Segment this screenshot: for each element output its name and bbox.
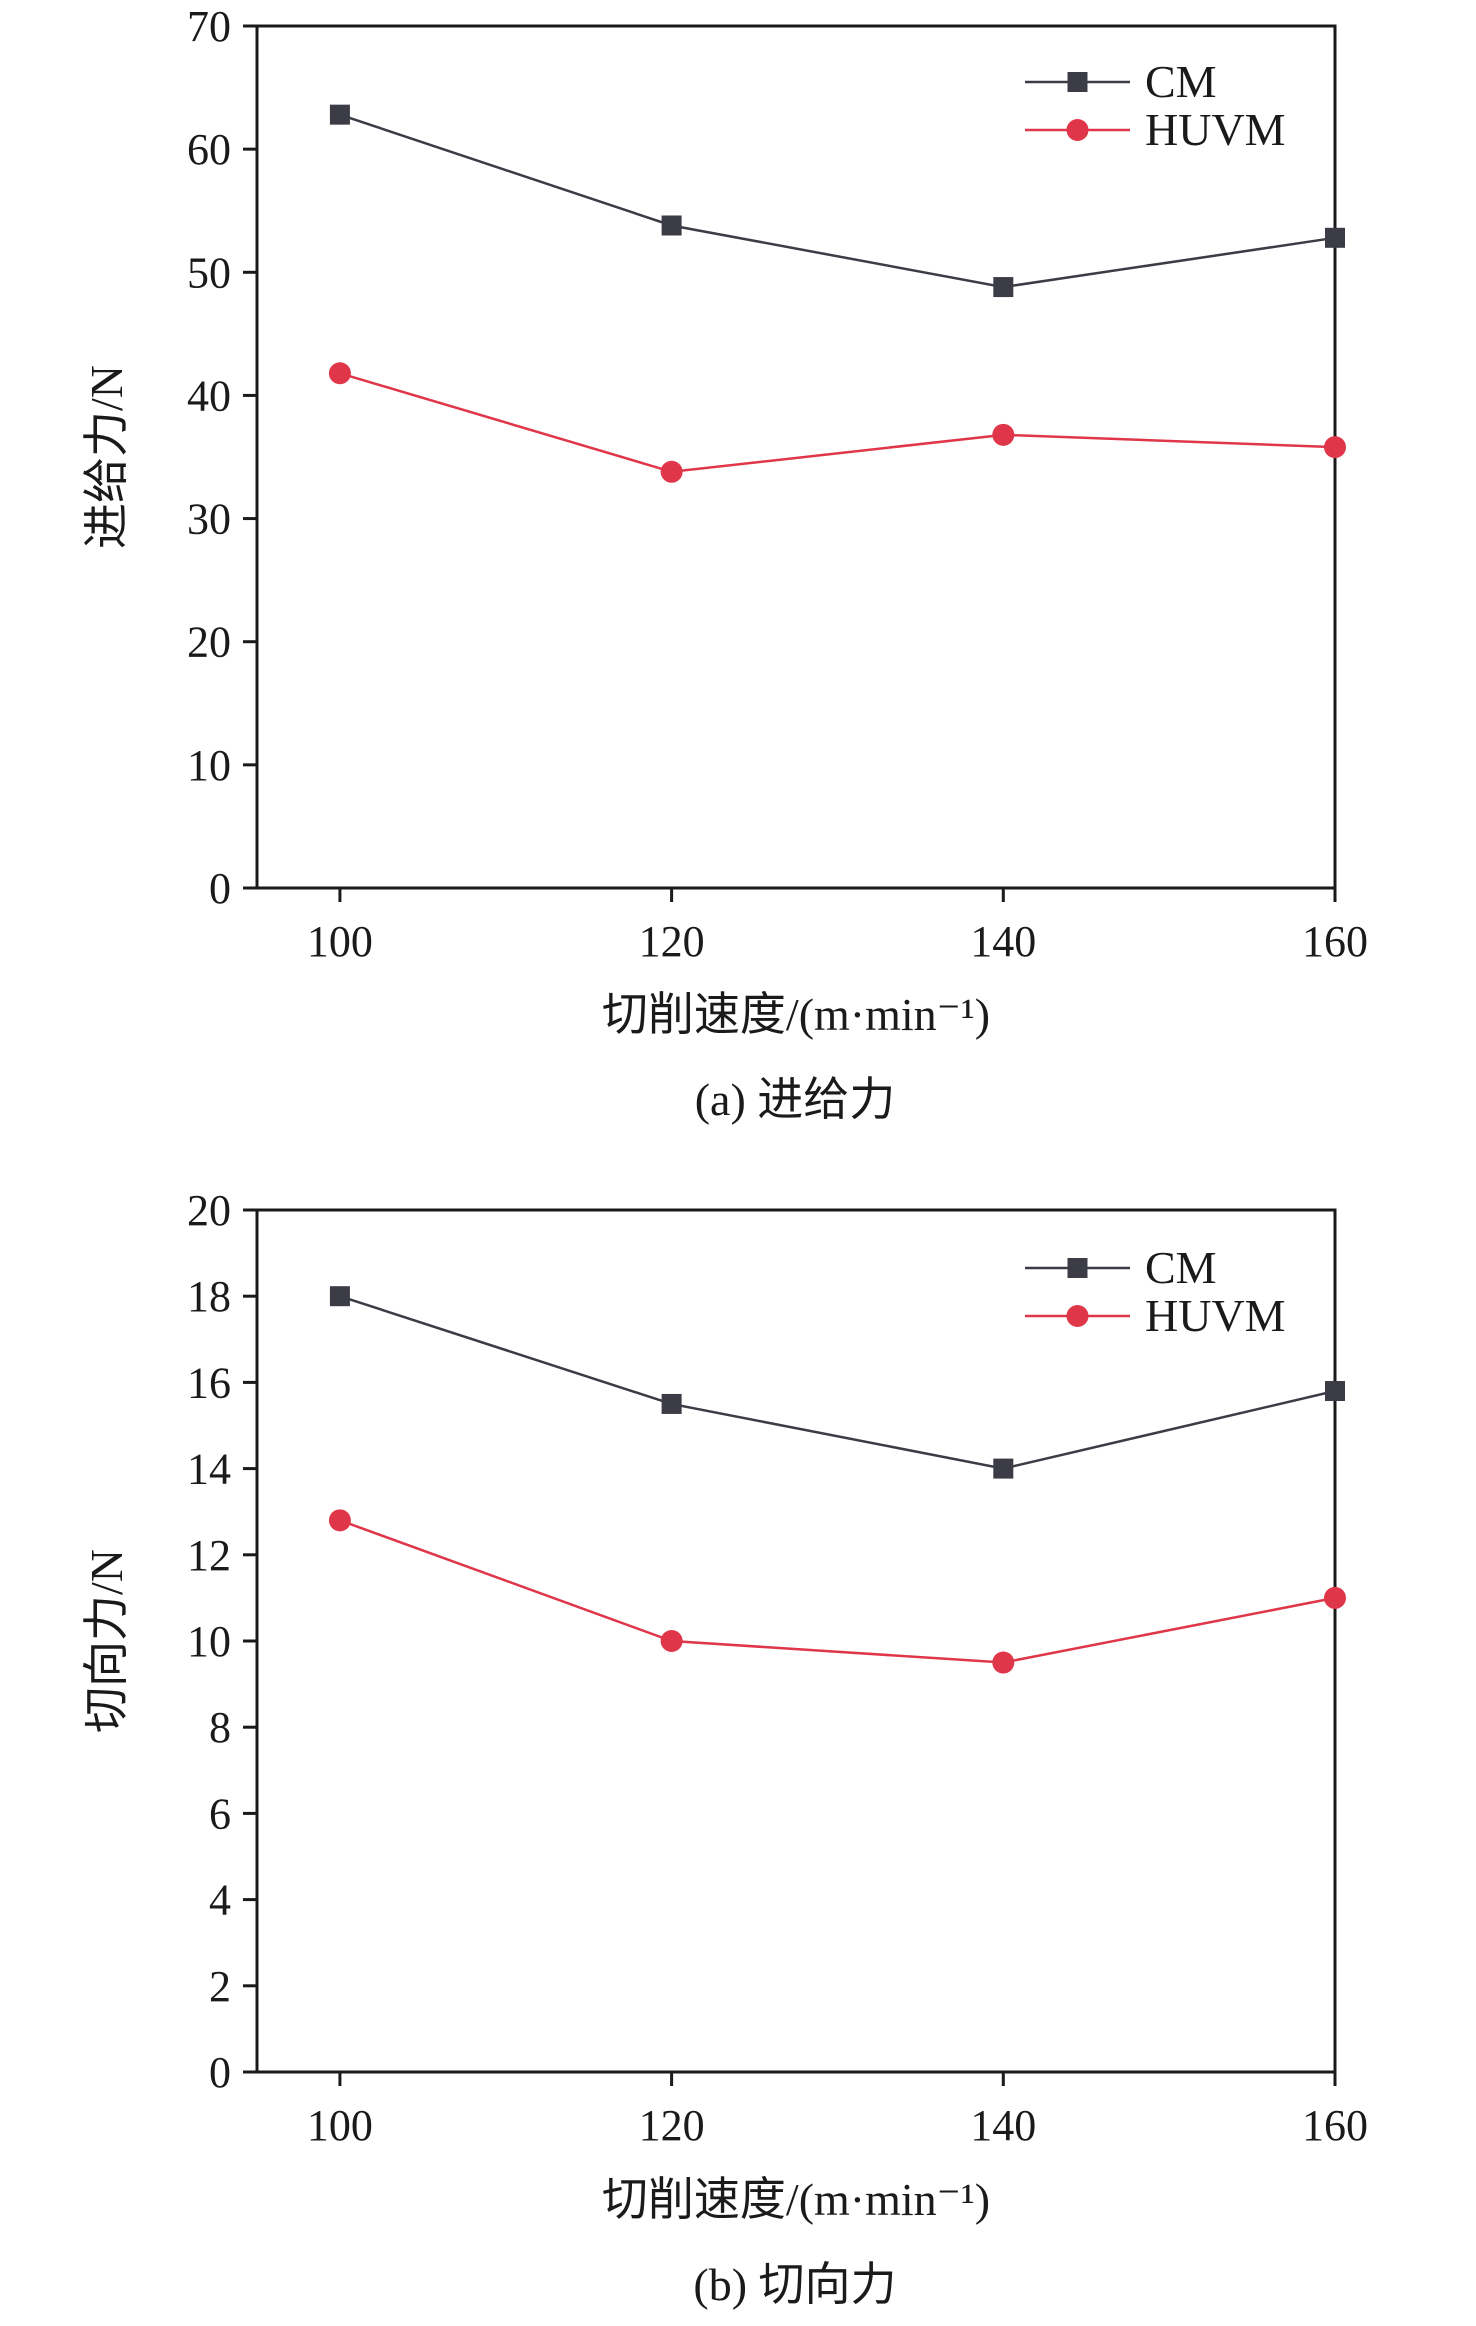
legend-marker-huvm bbox=[1066, 1305, 1089, 1327]
x-axis-label: 切削速度/(m·min⁻¹) bbox=[602, 989, 990, 1040]
data-point-cm bbox=[993, 1458, 1014, 1479]
data-point-cm bbox=[329, 1286, 350, 1307]
y-axis-label: 进给力/N bbox=[81, 365, 132, 549]
y-tick-label: 12 bbox=[187, 1531, 231, 1580]
y-tick-label: 16 bbox=[187, 1358, 231, 1407]
chart-caption: (b) 切向力 bbox=[693, 2259, 896, 2310]
y-tick-label: 50 bbox=[187, 248, 231, 297]
series-line-cm bbox=[339, 1295, 1336, 1470]
y-tick-label: 14 bbox=[187, 1445, 231, 1494]
x-tick-label: 120 bbox=[639, 917, 705, 966]
chart-caption: (a) 进给力 bbox=[695, 1074, 896, 1125]
data-point-cm bbox=[993, 277, 1014, 298]
y-tick-label: 40 bbox=[187, 371, 231, 420]
data-point-huvm bbox=[1324, 436, 1346, 459]
y-tick-label: 10 bbox=[187, 741, 231, 790]
data-point-cm bbox=[1325, 1381, 1345, 1402]
y-tick-label: 60 bbox=[187, 125, 231, 174]
y-tick-label: 0 bbox=[209, 2048, 231, 2097]
x-tick-label: 160 bbox=[1302, 917, 1368, 966]
x-tick-label: 120 bbox=[639, 2101, 705, 2150]
y-axis-label: 切向力/N bbox=[81, 1549, 132, 1733]
series-line-huvm bbox=[339, 372, 1336, 474]
data-point-cm bbox=[661, 1393, 682, 1414]
data-point-huvm bbox=[992, 423, 1015, 446]
y-tick-label: 30 bbox=[187, 495, 231, 544]
series-line-cm bbox=[339, 113, 1336, 289]
x-tick-label: 140 bbox=[970, 2101, 1036, 2150]
legend-label-huvm: HUVM bbox=[1145, 104, 1286, 155]
y-tick-label: 0 bbox=[209, 864, 231, 913]
x-tick-label: 100 bbox=[307, 2101, 373, 2150]
legend-label-huvm: HUVM bbox=[1145, 1290, 1286, 1341]
data-point-cm bbox=[1325, 227, 1345, 248]
data-point-huvm bbox=[328, 1509, 351, 1532]
data-point-huvm bbox=[660, 1630, 683, 1652]
y-tick-label: 10 bbox=[187, 1617, 231, 1666]
data-point-huvm bbox=[660, 460, 683, 483]
legend-label-cm: CM bbox=[1145, 1242, 1217, 1293]
y-tick-label: 18 bbox=[187, 1272, 231, 1321]
y-tick-label: 20 bbox=[187, 1186, 231, 1235]
data-point-cm bbox=[661, 215, 682, 236]
y-tick-label: 70 bbox=[187, 2, 231, 51]
y-tick-label: 6 bbox=[209, 1789, 231, 1838]
y-tick-label: 4 bbox=[209, 1876, 231, 1925]
y-tick-label: 8 bbox=[209, 1703, 231, 1752]
legend-marker-huvm bbox=[1066, 119, 1089, 141]
y-tick-label: 20 bbox=[187, 618, 231, 667]
data-point-huvm bbox=[992, 1651, 1015, 1674]
chart-feed-force: 0 10 20 30 40 50 60 70 100 120 140 160 切削速度/(m·min⁻¹… bbox=[81, 2, 1368, 1125]
x-axis-label: 切削速度/(m·min⁻¹) bbox=[602, 2174, 990, 2225]
chart-tangential-force: 0 2 4 6 8 10 12 14 16 18 20 100 120 140 160 切削速度/(m·min… bbox=[81, 1186, 1368, 2310]
x-tick-label: 100 bbox=[307, 917, 373, 966]
x-tick-label: 140 bbox=[970, 917, 1036, 966]
legend-marker-cm bbox=[1067, 72, 1088, 92]
series-line-huvm bbox=[339, 1519, 1336, 1664]
x-tick-label: 160 bbox=[1302, 2101, 1368, 2150]
data-point-huvm bbox=[1324, 1586, 1346, 1609]
data-point-huvm bbox=[328, 362, 351, 385]
data-point-cm bbox=[329, 104, 350, 125]
y-tick-label: 2 bbox=[209, 1962, 231, 2011]
legend-label-cm: CM bbox=[1145, 56, 1217, 107]
legend-marker-cm bbox=[1067, 1258, 1088, 1278]
